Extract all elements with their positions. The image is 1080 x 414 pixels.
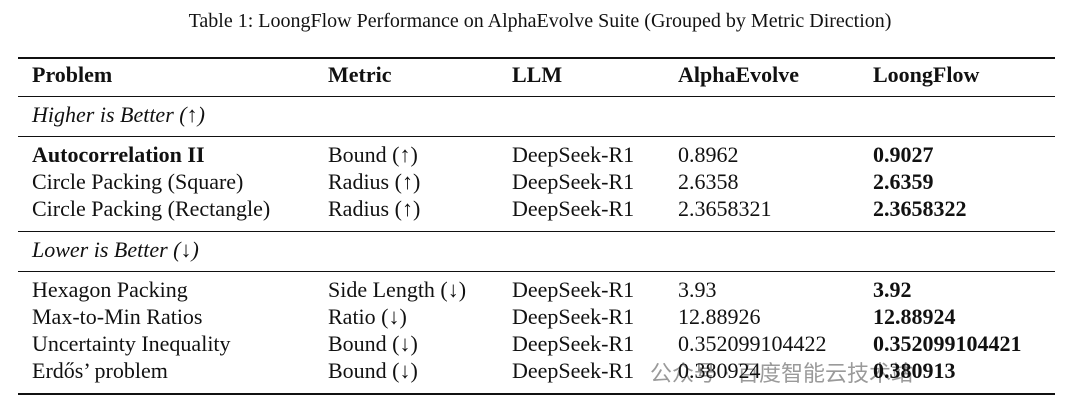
cell: DeepSeek-R1 [512, 331, 635, 356]
header-cell: Metric [328, 62, 392, 87]
cell: 3.92 [873, 277, 912, 302]
cell: 2.6358 [678, 169, 739, 194]
cell: DeepSeek-R1 [512, 196, 635, 221]
cell: 0.352099104422 [678, 331, 827, 356]
cell: DeepSeek-R1 [512, 304, 635, 329]
cell: DeepSeek-R1 [512, 277, 635, 302]
cell: 12.88926 [678, 304, 761, 329]
cell: Radius (↑) [328, 169, 421, 194]
cell: Ratio (↓) [328, 304, 407, 329]
rule [18, 393, 1055, 395]
cell: 3.93 [678, 277, 717, 302]
watermark: 公众号 · 百度智能云技术站 [650, 362, 913, 387]
cell: DeepSeek-R1 [512, 169, 635, 194]
cell: Erdős’ problem [32, 358, 168, 383]
header-cell: Problem [32, 62, 113, 87]
rule [18, 57, 1055, 59]
header-cell: AlphaEvolve [678, 62, 800, 87]
cell: Circle Packing (Rectangle) [32, 196, 271, 221]
cell: Radius (↑) [328, 196, 421, 221]
cell: Bound (↓) [328, 331, 418, 356]
cell: Autocorrelation II [32, 142, 205, 167]
cell: DeepSeek-R1 [512, 358, 635, 383]
caption: Table 1: LoongFlow Performance on AlphaE… [188, 10, 892, 32]
cell: 0.8962 [678, 142, 739, 167]
cell: Side Length (↓) [328, 277, 467, 302]
group-label: Lower is Better (↓) [32, 237, 199, 262]
cell: Bound (↑) [328, 142, 418, 167]
cell: 2.6359 [873, 169, 934, 194]
rule [18, 96, 1055, 97]
cell: Hexagon Packing [32, 277, 188, 302]
cell: 0.380924 [678, 358, 761, 383]
cell: DeepSeek-R1 [512, 142, 635, 167]
cell: Bound (↓) [328, 358, 418, 383]
cell: 2.3658321 [678, 196, 772, 221]
cell: 12.88924 [873, 304, 956, 329]
cell: 2.3658322 [873, 196, 967, 221]
group-label: Higher is Better (↑) [32, 102, 205, 127]
rule [18, 271, 1055, 272]
header-cell: LoongFlow [873, 62, 980, 87]
rule [18, 231, 1055, 232]
cell: 0.9027 [873, 142, 934, 167]
cell: 0.352099104421 [873, 331, 1022, 356]
cell: Max-to-Min Ratios [32, 304, 203, 329]
rule [18, 136, 1055, 137]
cell: 0.380913 [873, 358, 956, 383]
cell: Circle Packing (Square) [32, 169, 244, 194]
cell: Uncertainty Inequality [32, 331, 231, 356]
header-cell: LLM [512, 62, 563, 87]
